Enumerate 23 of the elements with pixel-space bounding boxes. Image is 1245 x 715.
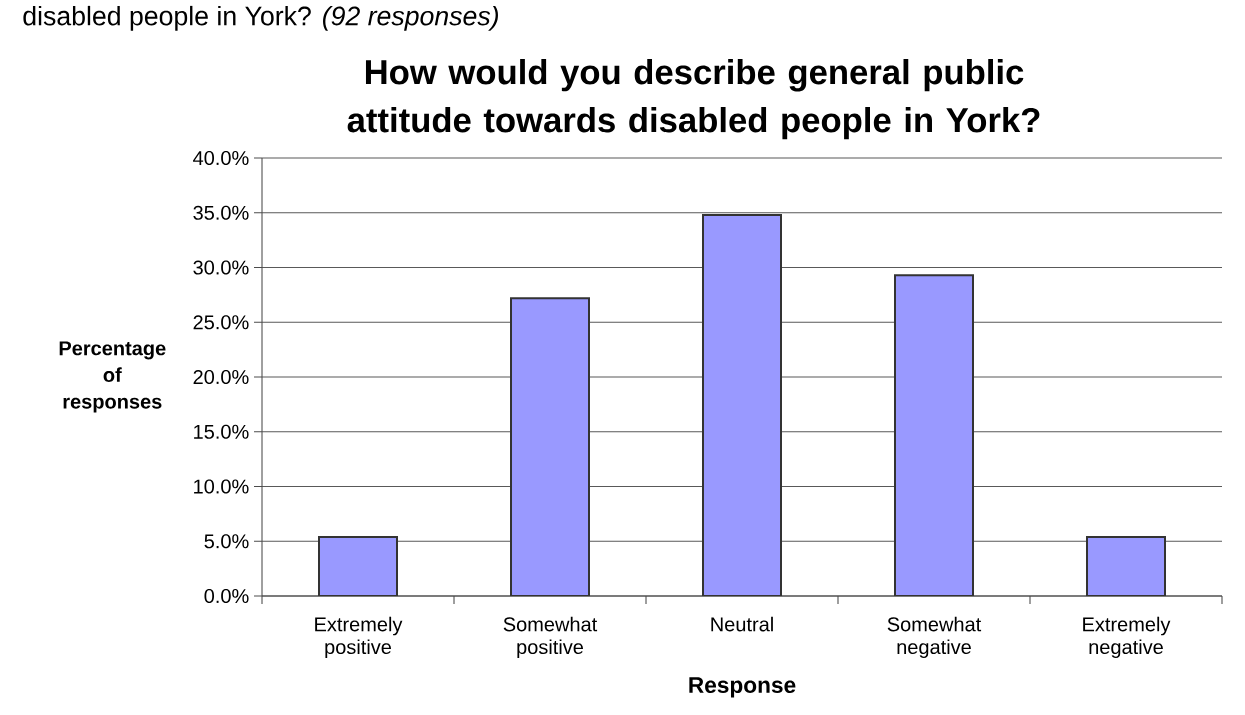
y-tick-label: 0.0% <box>204 588 249 604</box>
y-tick-label: 40.0% <box>193 150 249 166</box>
x-tick-label: Somewhat positive <box>503 616 598 659</box>
x-tick-label: Extremely positive <box>315 616 403 659</box>
y-tick-label: 25.0% <box>193 315 249 330</box>
x-tick-label: Somewhat negative <box>887 616 982 659</box>
y-tick-label: 30.0% <box>193 260 249 275</box>
bar <box>894 274 974 597</box>
chart-title: How would you describe general public attitude towards disabled people in York? <box>347 58 1040 140</box>
bar <box>702 213 782 597</box>
text: disabled people in York? (92 responses) <box>23 5 498 31</box>
y-tick-label: 20.0% <box>193 369 249 385</box>
y-tick-label: 5.0% <box>204 534 249 549</box>
x-tick-label: Extremely negative <box>1083 616 1171 659</box>
y-axis-title: Percentage of responses <box>59 341 166 413</box>
x-tick-label: Neutral <box>711 616 773 632</box>
y-tick-label: 10.0% <box>194 479 249 494</box>
bar <box>510 297 590 597</box>
y-tick-label: 15.0% <box>194 424 249 439</box>
y-tick-label: 35.0% <box>193 205 249 220</box>
bar <box>318 535 398 597</box>
x-axis-title: Response <box>689 677 796 698</box>
bar <box>1086 535 1166 597</box>
